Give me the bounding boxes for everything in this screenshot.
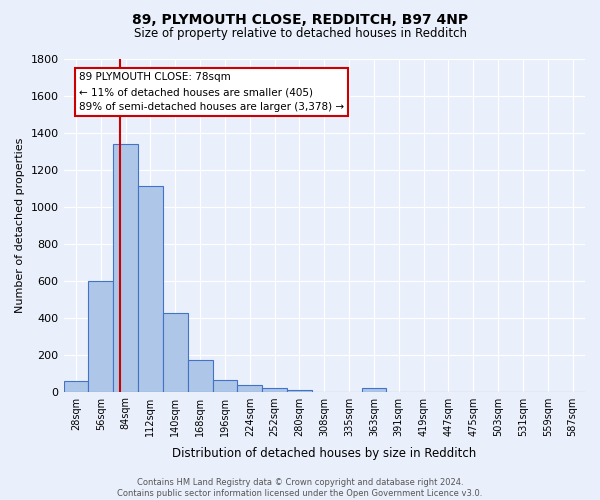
Bar: [138, 186, 163, 392]
Bar: [212, 380, 238, 392]
Text: Size of property relative to detached houses in Redditch: Size of property relative to detached ho…: [133, 28, 467, 40]
Bar: [238, 384, 262, 392]
Bar: [64, 382, 88, 392]
Bar: [113, 144, 138, 392]
Y-axis label: Number of detached properties: Number of detached properties: [15, 138, 25, 313]
Bar: [188, 360, 212, 392]
Text: 89 PLYMOUTH CLOSE: 78sqm
← 11% of detached houses are smaller (405)
89% of semi-: 89 PLYMOUTH CLOSE: 78sqm ← 11% of detach…: [79, 72, 344, 112]
Text: Contains HM Land Registry data © Crown copyright and database right 2024.
Contai: Contains HM Land Registry data © Crown c…: [118, 478, 482, 498]
Text: 89, PLYMOUTH CLOSE, REDDITCH, B97 4NP: 89, PLYMOUTH CLOSE, REDDITCH, B97 4NP: [132, 12, 468, 26]
Bar: [287, 390, 312, 392]
Bar: [262, 388, 287, 392]
Bar: [88, 280, 113, 392]
X-axis label: Distribution of detached houses by size in Redditch: Distribution of detached houses by size …: [172, 447, 476, 460]
Bar: [362, 388, 386, 392]
Bar: [163, 313, 188, 392]
